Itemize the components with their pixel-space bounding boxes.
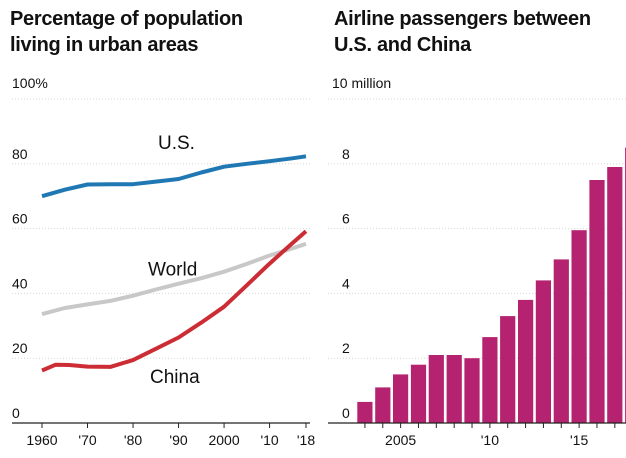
airline-y-tick-label: 0 [342,405,350,421]
airline-x-tick-label: '10 [481,432,499,448]
passenger-bar [589,180,605,423]
airline-y-tick-label: 6 [342,211,350,227]
airline-y-tick-label: 4 [342,275,350,291]
china-line [41,229,308,373]
airline-y-unit-label: 10 million [332,75,391,91]
us-series-label: U.S. [158,133,195,154]
passenger-bar [500,316,516,423]
airline-passengers-panel: Airline passengers between U.S. and Chin… [318,0,626,458]
urban-x-tick-label: 1960 [26,432,57,448]
urban-x-tick-label: '18 [297,432,315,448]
passenger-bar [410,364,427,423]
passenger-bar [553,259,569,423]
urban-y-tick-label: 20 [12,340,28,356]
us-line [41,154,307,199]
world-series-label: World [148,260,197,281]
urban-x-tick-label: '10 [260,432,278,448]
urban-y-tick-label: 60 [12,211,28,227]
passenger-bar [607,167,623,423]
passenger-bar [464,358,480,423]
urban-y-tick-label: 80 [12,146,28,162]
urban-x-tick-label: 2000 [208,432,239,448]
passenger-bar [482,337,498,423]
passenger-bar [375,387,391,423]
airline-x-tick-label: 2005 [385,432,416,448]
urban-x-tick-label: '80 [124,432,142,448]
urban-x-tick-label: '70 [78,432,96,448]
passenger-bar [571,230,587,423]
passenger-bar [393,374,409,423]
urban-y-tick-label: 0 [12,405,20,421]
world-line [41,241,307,317]
passenger-bar [535,280,551,423]
urban-x-tick-label: '90 [169,432,187,448]
airline-y-tick-label: 2 [342,340,350,356]
urban-y-unit-label: 100% [12,75,48,91]
airline-x-tick-label: '15 [570,432,588,448]
china-series-label: China [150,367,200,388]
passenger-bar [518,299,534,423]
passenger-bar [446,355,462,423]
passenger-bar [428,355,444,423]
airline-chart-title: Airline passengers between U.S. and Chin… [334,8,591,56]
urban-chart-title: Percentage of population living in urban… [10,8,243,56]
urban-y-tick-label: 40 [12,275,28,291]
passenger-bar [357,401,373,423]
urban-chart: 100% 0 20 40 60 80 1960 '70 '80 '90 2000 '10 '18 U.S.… [12,75,315,448]
urban-population-panel: Percentage of population living in urban… [10,8,315,448]
airline-y-tick-label: 8 [342,146,350,162]
